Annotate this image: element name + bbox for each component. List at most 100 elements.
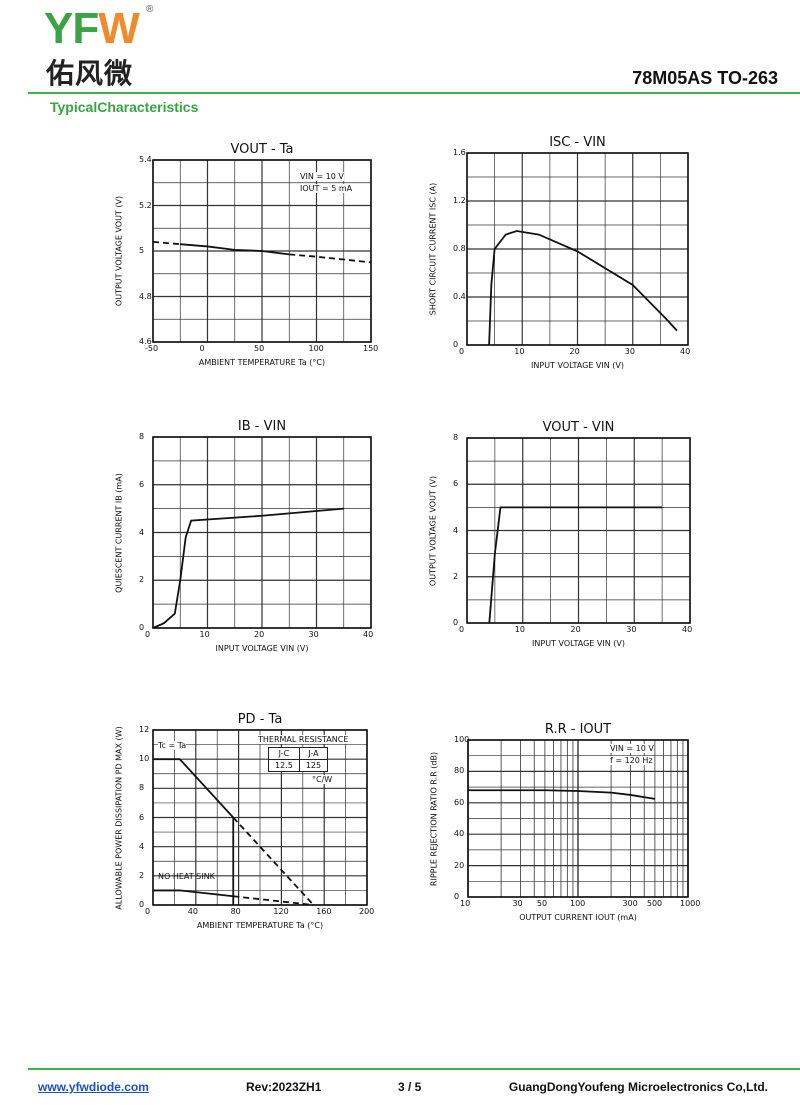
value-ja: 125 bbox=[298, 759, 329, 772]
logo: YFW bbox=[44, 4, 140, 53]
x-tick-label: 40 bbox=[680, 347, 691, 356]
x-tick-label: -50 bbox=[145, 344, 159, 353]
y-tick-label: 0 bbox=[139, 623, 145, 632]
y-tick-label: 0 bbox=[453, 340, 459, 349]
x-tick-label: 10 bbox=[514, 625, 525, 634]
document-title: 78M05AS TO-263 bbox=[632, 68, 778, 88]
y-tick-label: 4.6 bbox=[139, 337, 152, 346]
y-tick-label: 6 bbox=[139, 479, 145, 489]
y-tick-label: 1.2 bbox=[453, 196, 466, 205]
x-tick-label: 10 bbox=[514, 347, 525, 356]
series-line-4 bbox=[233, 895, 314, 906]
plot-frame bbox=[152, 729, 368, 906]
y-tick-label: 0 bbox=[454, 892, 460, 901]
x-tick-label: 100 bbox=[570, 899, 586, 908]
series-line-0 bbox=[488, 506, 663, 624]
series-line-0 bbox=[488, 230, 678, 346]
series-line-0 bbox=[468, 789, 656, 800]
plot-frame bbox=[467, 739, 689, 898]
y-tick-label: 10 bbox=[139, 754, 150, 764]
y-tick-label: 2 bbox=[453, 571, 459, 581]
x-tick-label: 20 bbox=[570, 625, 581, 634]
header-divider bbox=[28, 92, 800, 94]
x-tick-label: 20 bbox=[254, 630, 265, 639]
series-line-0 bbox=[180, 243, 290, 256]
y-tick-label: 0.4 bbox=[453, 292, 466, 301]
y-tick-label: 100 bbox=[454, 735, 470, 744]
x-tick-label: 40 bbox=[187, 907, 198, 916]
footer-divider bbox=[28, 1068, 800, 1070]
x-axis-label: AMBIENT TEMPERATURE Ta (°C) bbox=[196, 921, 324, 930]
annotation: f = 120 Hz bbox=[610, 756, 653, 765]
y-tick-label: 40 bbox=[454, 829, 465, 839]
x-tick-label: 150 bbox=[363, 344, 379, 353]
x-tick-label: 0 bbox=[459, 625, 465, 634]
chart-title: VOUT - VIN bbox=[542, 420, 615, 435]
y-tick-label: 5.2 bbox=[139, 200, 152, 210]
x-tick-label: 0 bbox=[145, 907, 151, 916]
x-tick-label: 40 bbox=[682, 625, 693, 634]
y-tick-label: 8 bbox=[453, 433, 459, 442]
y-tick-label: 60 bbox=[454, 797, 465, 807]
x-axis-label: INPUT VOLTAGE VIN (V) bbox=[215, 644, 309, 653]
chart-title: R.R - IOUT bbox=[544, 722, 612, 737]
x-tick-label: 0 bbox=[459, 347, 465, 356]
annotation: NO HEAT SINK bbox=[158, 872, 215, 881]
x-axis-label: OUTPUT CURRENT IOUT (mA) bbox=[519, 913, 637, 922]
x-tick-label: 500 bbox=[646, 899, 663, 908]
plot-frame bbox=[152, 436, 372, 629]
y-axis-label: RIPPLE REJECTION RATIO R.R (dB) bbox=[429, 751, 439, 886]
y-tick-label: 20 bbox=[454, 860, 465, 870]
plot-frame bbox=[152, 159, 372, 343]
annotation: VIN = 10 V bbox=[610, 744, 654, 753]
website-link[interactable]: www.yfwdiode.com bbox=[38, 1080, 149, 1094]
y-tick-label: 4 bbox=[139, 527, 145, 537]
chart-title: IB - VIN bbox=[237, 419, 287, 434]
chart-title: PD - Ta bbox=[237, 712, 283, 727]
chart-title: VOUT - Ta bbox=[230, 142, 294, 157]
x-tick-label: 200 bbox=[359, 907, 375, 916]
y-tick-label: 0.8 bbox=[453, 244, 466, 253]
x-tick-label: 300 bbox=[622, 899, 638, 908]
plot-frame bbox=[466, 437, 691, 624]
x-tick-label: 30 bbox=[624, 347, 635, 356]
y-tick-label: 0 bbox=[453, 618, 459, 627]
x-axis-label: INPUT VOLTAGE VIN (V) bbox=[532, 639, 625, 648]
y-tick-label: 2 bbox=[139, 575, 145, 585]
x-tick-label: 30 bbox=[308, 630, 319, 639]
y-tick-label: 1.6 bbox=[453, 148, 466, 157]
series-line-0 bbox=[153, 758, 234, 819]
y-tick-label: 4.8 bbox=[139, 291, 152, 301]
annotation: VIN = 10 V bbox=[300, 172, 344, 181]
x-tick-label: 100 bbox=[308, 344, 324, 353]
x-axis-label: INPUT VOLTAGE VIN (V) bbox=[531, 361, 624, 370]
plot-frame bbox=[466, 152, 689, 346]
logo-chinese-name: 佑风微 bbox=[46, 57, 134, 90]
section-title: TypicalCharacteristics bbox=[50, 99, 199, 115]
x-tick-label: 50 bbox=[254, 344, 265, 353]
company-name: GuangDongYoufeng Microelectronics Co,Ltd… bbox=[508, 1080, 768, 1094]
x-tick-label: 1000 bbox=[680, 899, 701, 908]
y-tick-label: 4 bbox=[453, 525, 459, 535]
y-tick-label: 0 bbox=[139, 900, 145, 909]
x-tick-label: 120 bbox=[273, 907, 289, 916]
y-tick-label: 8 bbox=[139, 783, 145, 793]
registered-mark: ® bbox=[146, 4, 154, 15]
x-tick-label: 10 bbox=[460, 899, 471, 908]
x-tick-label: 10 bbox=[199, 630, 210, 639]
y-tick-label: 8 bbox=[139, 432, 145, 441]
y-tick-label: 6 bbox=[453, 479, 459, 489]
thermal-resistance-title: THERMAL RESISTANCE bbox=[258, 735, 349, 744]
series-line-1 bbox=[152, 241, 181, 246]
annotation: Tc = Ta bbox=[158, 741, 187, 750]
x-tick-label: 30 bbox=[626, 625, 637, 634]
x-tick-label: 50 bbox=[536, 899, 548, 908]
x-tick-label: 20 bbox=[569, 347, 580, 356]
